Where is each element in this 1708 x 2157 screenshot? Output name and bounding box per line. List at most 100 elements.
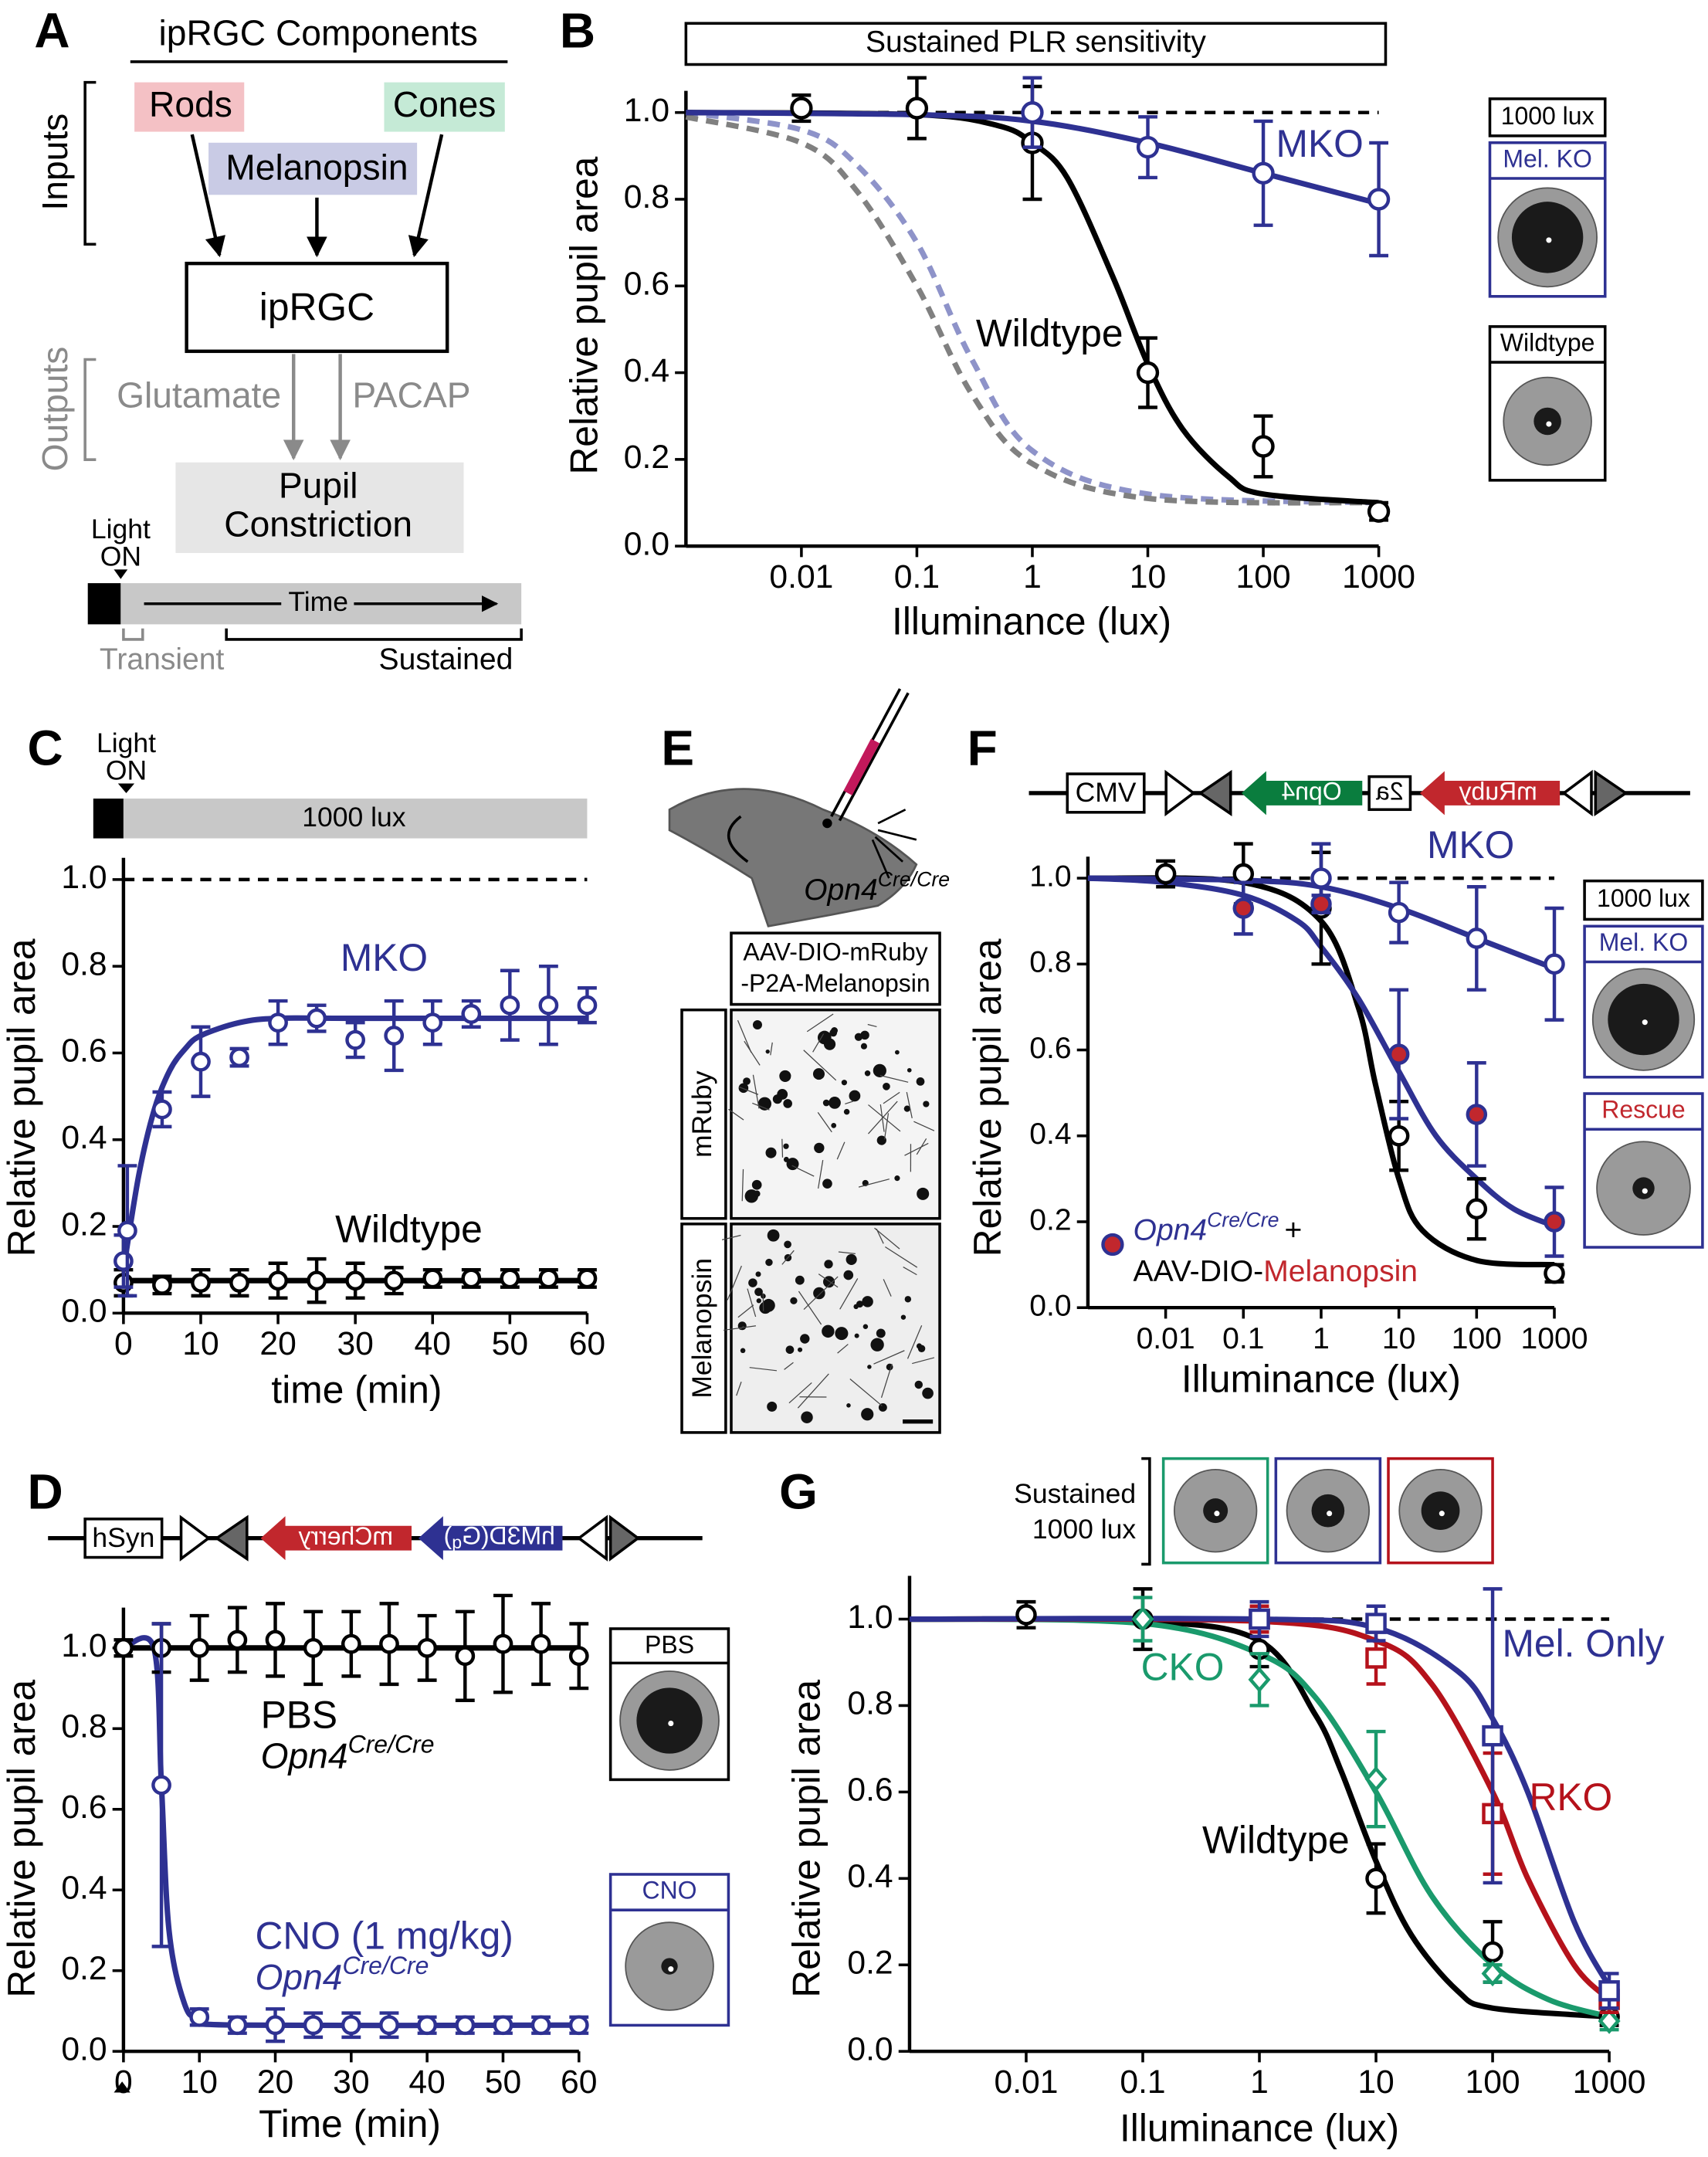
phase: Sustained <box>379 643 513 677</box>
mouse <box>668 688 918 928</box>
cell-soma <box>765 1147 777 1158</box>
y-tick-label: 0.2 <box>1029 1203 1071 1236</box>
data-point <box>530 2015 551 2036</box>
y-tick-label: 0.2 <box>624 439 669 476</box>
genotype: Opn4Cre/Cre <box>255 1952 429 1997</box>
cell-soma <box>854 1333 859 1338</box>
cell-soma <box>873 1063 886 1077</box>
series-label: Mel. Only <box>1502 1622 1664 1665</box>
data-point <box>1388 1124 1410 1147</box>
bracket <box>83 80 97 246</box>
gene-part: ) <box>444 1522 452 1550</box>
bracket <box>225 628 523 641</box>
cell-soma <box>856 1301 864 1308</box>
glint <box>1546 237 1552 243</box>
data-point <box>1136 135 1160 159</box>
cell-soma <box>765 1049 770 1054</box>
dark-bar <box>87 583 121 625</box>
series-label: RKO <box>1529 1775 1612 1819</box>
legend-text: Opn4Cre/Cre + <box>1134 1208 1303 1246</box>
data-point <box>1365 1867 1387 1890</box>
dendrite <box>744 1040 761 1066</box>
dendrite <box>752 1074 760 1109</box>
data-point <box>1544 1262 1565 1284</box>
cell-soma <box>876 1328 886 1338</box>
cell-soma <box>754 1190 761 1197</box>
data-point <box>1388 901 1410 924</box>
image-label: 1000 lux <box>1501 102 1594 130</box>
image-label: 1000 lux <box>1597 884 1690 912</box>
cell-soma <box>756 1298 761 1304</box>
bracket <box>122 628 144 641</box>
dendrite <box>727 1265 742 1301</box>
cell-soma <box>923 1101 930 1107</box>
dendrite <box>903 1266 917 1276</box>
data-point <box>345 1270 366 1291</box>
data-point <box>538 1268 559 1289</box>
y-tick-label: 0.4 <box>61 1870 107 1907</box>
plus: + <box>1285 1214 1303 1247</box>
y-tick-label: 0.4 <box>1029 1118 1071 1151</box>
cell-soma <box>783 1143 789 1149</box>
cell: ipRGC <box>259 286 374 329</box>
x-axis-label: time (min) <box>271 1368 442 1412</box>
glint <box>1439 1511 1445 1517</box>
pupil-image <box>1311 1494 1345 1528</box>
y-tick-label: 0.6 <box>847 1772 893 1809</box>
micrograph <box>730 1008 941 1220</box>
legend-swatch <box>1101 1233 1124 1257</box>
cell-soma <box>777 1089 788 1100</box>
data-point <box>455 1646 476 1667</box>
cell-soma <box>814 1142 825 1154</box>
promoter: hSyn <box>92 1522 154 1553</box>
dendrite <box>781 1250 795 1265</box>
glint <box>1546 421 1552 427</box>
data-point <box>152 1274 172 1295</box>
dendrite <box>838 1251 856 1254</box>
cell-soma <box>860 1043 867 1050</box>
images-label: 1000 lux <box>1032 1514 1137 1545</box>
y-tick-label: 0.6 <box>1029 1032 1071 1065</box>
target: Constriction <box>224 504 412 544</box>
data-point <box>500 1268 520 1289</box>
dendrite <box>818 1274 839 1288</box>
y-axis-label: Relative pupil area <box>0 938 43 1257</box>
data-point <box>1154 863 1177 885</box>
data-point <box>307 1270 327 1291</box>
inputs-label: Inputs <box>35 114 75 211</box>
pupil-image <box>636 1687 703 1754</box>
dendrite <box>749 1367 778 1372</box>
cell-soma <box>754 1287 763 1297</box>
series-label: MKO <box>341 936 428 979</box>
input: Cones <box>393 84 496 124</box>
dendrite <box>791 1165 815 1177</box>
superscript: Cre/Cre <box>342 1952 429 1979</box>
cell-soma <box>894 1050 900 1055</box>
x-tick-label: 40 <box>415 1325 451 1362</box>
x-tick-label: 10 <box>182 1325 219 1362</box>
data-point <box>1310 867 1332 889</box>
x-tick-label: 50 <box>485 2064 521 2101</box>
dendrite <box>798 1290 822 1325</box>
dendrite <box>721 1234 741 1240</box>
pupil-image <box>1203 1498 1228 1524</box>
y-tick-label: 0.2 <box>61 1206 107 1243</box>
superscript: Cre/Cre <box>348 1731 435 1758</box>
gene: Opn4 <box>1134 1214 1208 1247</box>
dendrite <box>906 1092 913 1119</box>
data-point <box>577 995 598 1016</box>
series-label: MKO <box>1276 122 1364 165</box>
dendrite <box>737 1304 754 1318</box>
data-point <box>1367 188 1391 211</box>
rods-box <box>134 82 245 132</box>
data-point <box>229 1273 249 1293</box>
cell-soma <box>867 1365 872 1369</box>
y-tick-label: 0.8 <box>61 945 107 982</box>
x-tick-label: 0.1 <box>1222 1322 1264 1355</box>
y-tick-label: 1.0 <box>1029 860 1071 893</box>
gene-part: q <box>452 1532 462 1552</box>
pupil-image <box>1533 407 1561 436</box>
x-tick-label: 0 <box>114 2064 133 2101</box>
data-point <box>384 1026 405 1046</box>
dendrite <box>806 1013 834 1033</box>
